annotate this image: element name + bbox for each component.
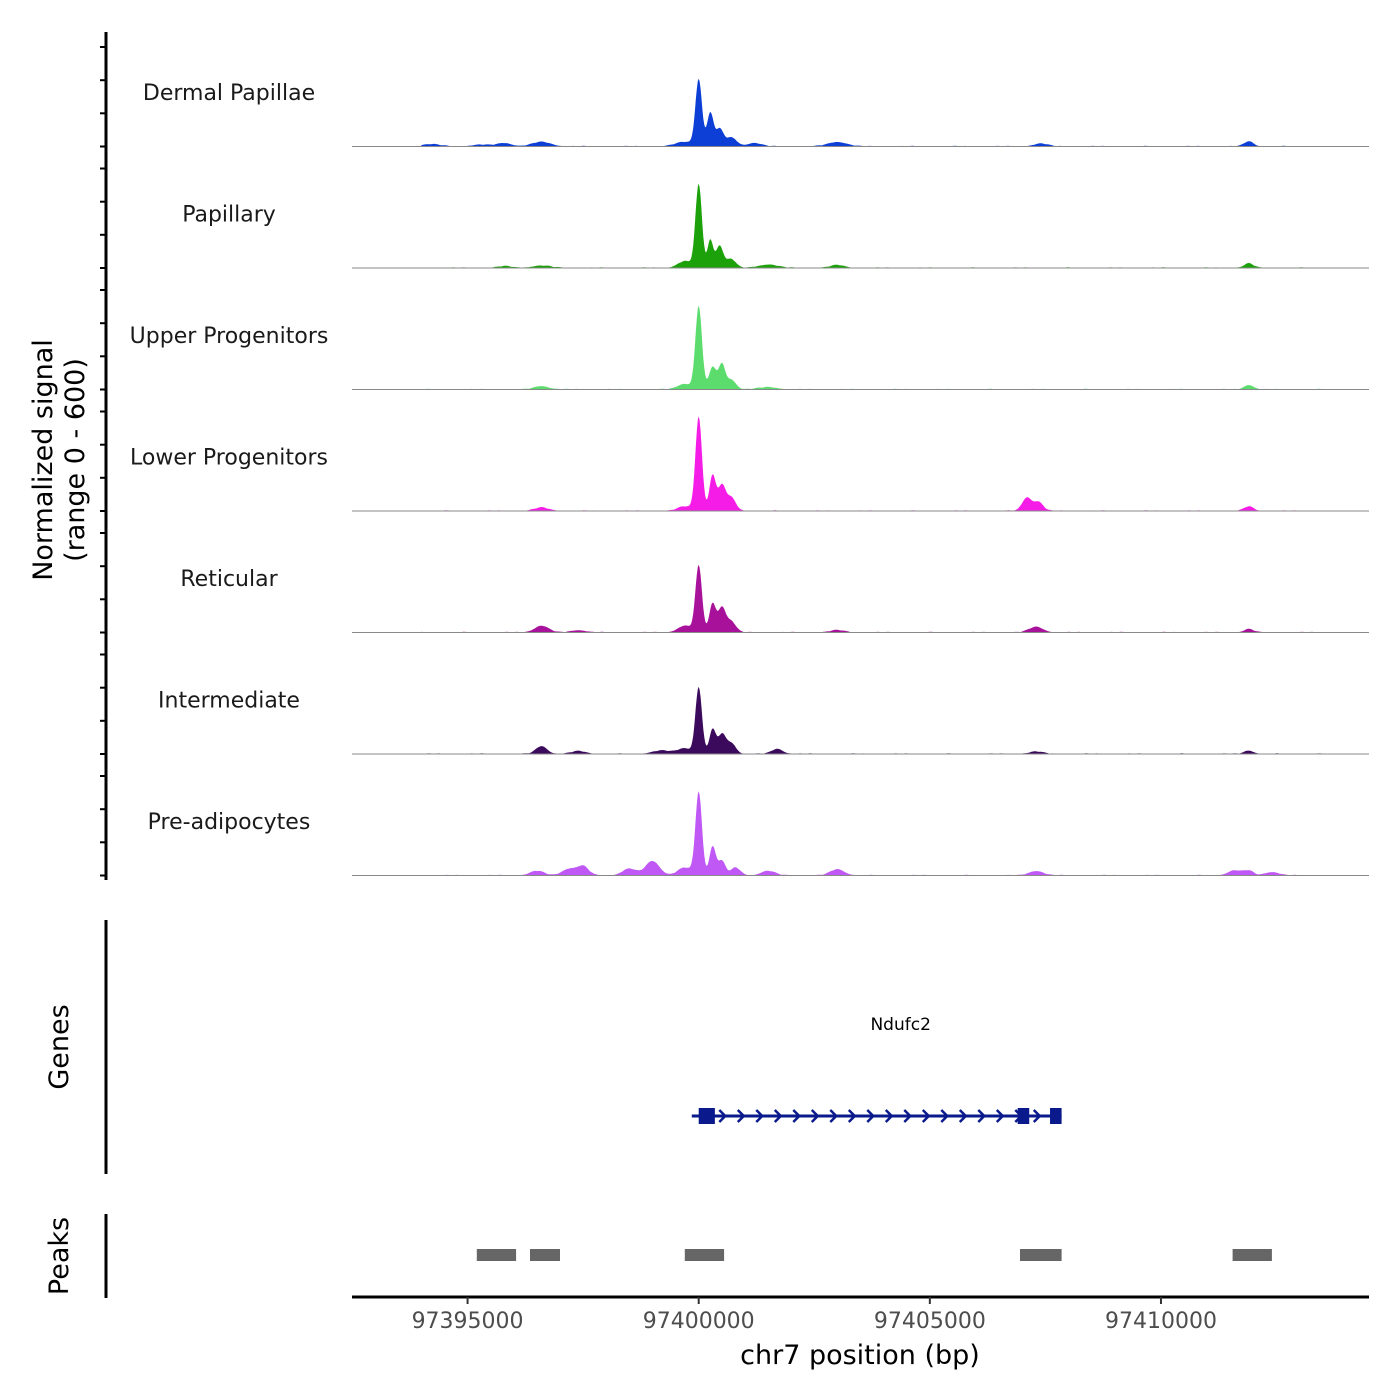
peak-region xyxy=(476,1249,517,1261)
peak-regions xyxy=(476,1249,1272,1261)
peak-region xyxy=(1232,1249,1272,1261)
signal-axis-ticks xyxy=(100,46,106,877)
strand-arrow xyxy=(829,1109,839,1123)
exon xyxy=(1050,1108,1062,1124)
strand-arrow xyxy=(866,1109,876,1123)
strand-arrow xyxy=(977,1109,987,1123)
track-lower-progenitors: Lower Progenitors xyxy=(130,416,1369,512)
peak-region xyxy=(684,1249,725,1261)
genes-panel-label: Genes xyxy=(44,1004,75,1089)
track-label: Intermediate xyxy=(158,689,300,714)
strand-arrow xyxy=(903,1109,913,1123)
strand-arrow xyxy=(792,1109,802,1123)
strand-arrow xyxy=(718,1109,728,1123)
track-reticular: Reticular xyxy=(180,564,1369,633)
peak-region xyxy=(1020,1249,1062,1261)
peaks-panel-label: Peaks xyxy=(44,1217,75,1295)
strand-arrow xyxy=(884,1109,894,1123)
coverage-tracks: Dermal Papillae Papillary Upper Progenitor… xyxy=(130,78,1369,876)
track-intermediate: Intermediate xyxy=(158,686,1369,755)
strand-arrow xyxy=(810,1109,820,1123)
strand-arrow xyxy=(773,1109,783,1123)
track-label: Reticular xyxy=(180,567,278,592)
x-tick-label: 97400000 xyxy=(643,1309,755,1334)
gene-annotations: Ndufc2 xyxy=(691,1015,1062,1124)
x-axis-title: chr7 position (bp) xyxy=(740,1340,980,1371)
strand-arrow xyxy=(995,1109,1005,1123)
x-tick-label: 97410000 xyxy=(1105,1309,1217,1334)
gene-name-label: Ndufc2 xyxy=(870,1015,930,1035)
y-axis-title-line1: Normalized signal xyxy=(28,339,59,581)
track-upper-progenitors: Upper Progenitors xyxy=(130,305,1369,390)
strand-arrow xyxy=(755,1109,765,1123)
x-axis-ticks: 97395000 97400000 97405000 97410000 xyxy=(412,1297,1217,1334)
track-label: Upper Progenitors xyxy=(130,324,329,349)
x-tick-label: 97405000 xyxy=(874,1309,986,1334)
peak-region xyxy=(530,1249,560,1261)
y-axis-title-line2: (range 0 - 600) xyxy=(60,358,91,562)
track-dermal-papillae: Dermal Papillae xyxy=(143,78,1369,147)
x-tick-label: 97395000 xyxy=(412,1309,524,1334)
track-label: Pre-adipocytes xyxy=(148,810,311,835)
track-pre-adipocytes: Pre-adipocytes xyxy=(148,791,1369,876)
strand-arrow xyxy=(847,1109,857,1123)
gene-ndufc2: Ndufc2 xyxy=(691,1015,1062,1124)
strand-arrow xyxy=(921,1109,931,1123)
strand-arrow xyxy=(940,1109,950,1123)
strand-arrow xyxy=(736,1109,746,1123)
track-papillary: Papillary xyxy=(182,183,1369,269)
track-label: Lower Progenitors xyxy=(130,446,328,471)
track-label: Dermal Papillae xyxy=(143,81,315,106)
strand-arrow xyxy=(958,1109,968,1123)
exon xyxy=(698,1108,715,1124)
y-axis-title: Normalized signal (range 0 - 600) xyxy=(28,339,91,581)
track-label: Papillary xyxy=(182,203,276,228)
exon xyxy=(1017,1108,1030,1124)
strand-arrow xyxy=(1032,1109,1042,1123)
